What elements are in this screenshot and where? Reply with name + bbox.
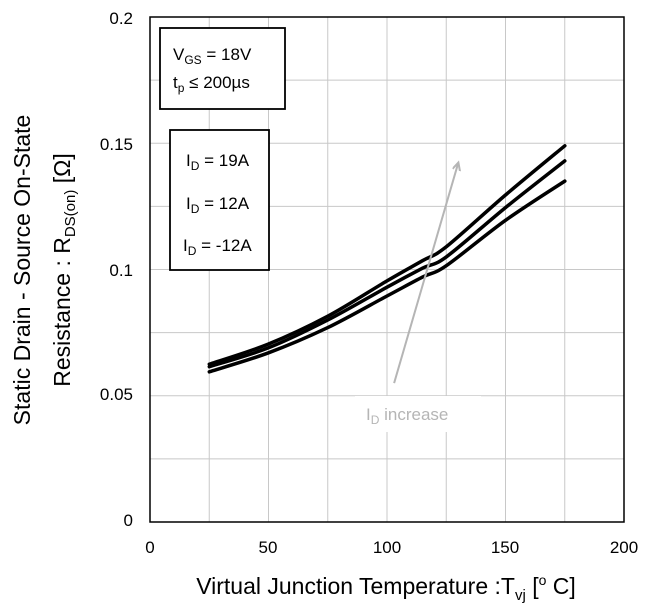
legend-entry: ID = 12A — [186, 194, 250, 216]
legend-box — [169, 129, 270, 271]
x-tick-label: 200 — [610, 538, 638, 557]
series-line-3 — [207, 179, 567, 374]
condition-tp: tp ≤ 200µs — [173, 73, 250, 95]
x-tick-label: 150 — [491, 538, 519, 557]
series-group — [207, 144, 567, 374]
x-tick-label: 100 — [373, 538, 401, 557]
y-axis-title-line1: Static Drain - Source On-State — [9, 115, 35, 426]
conditions-box — [159, 27, 286, 110]
x-tick-label: 0 — [145, 538, 154, 557]
annotation-label: ID increase — [366, 405, 448, 427]
legend-entry: ID = -12A — [183, 236, 252, 258]
legend-entry: ID = 19A — [186, 151, 250, 173]
x-tick-label: 50 — [259, 538, 278, 557]
x-axis-title: Virtual Junction Temperature :Tvj [o C] — [196, 572, 576, 604]
y-tick-label: 0.2 — [109, 9, 133, 28]
annotation-background — [355, 396, 481, 432]
y-tick-label: 0.05 — [100, 385, 133, 404]
series-line-2 — [207, 159, 567, 369]
id-increase-arrow — [393, 163, 458, 384]
series-line-1 — [207, 144, 567, 366]
y-tick-label: 0.1 — [109, 261, 133, 280]
y-tick-label: 0 — [124, 511, 133, 530]
y-tick-label: 0.15 — [100, 135, 133, 154]
grid — [150, 17, 624, 522]
plot-frame — [149, 16, 625, 523]
y-axis-title-line2: Resistance : RDS(on) [Ω] — [49, 153, 79, 386]
